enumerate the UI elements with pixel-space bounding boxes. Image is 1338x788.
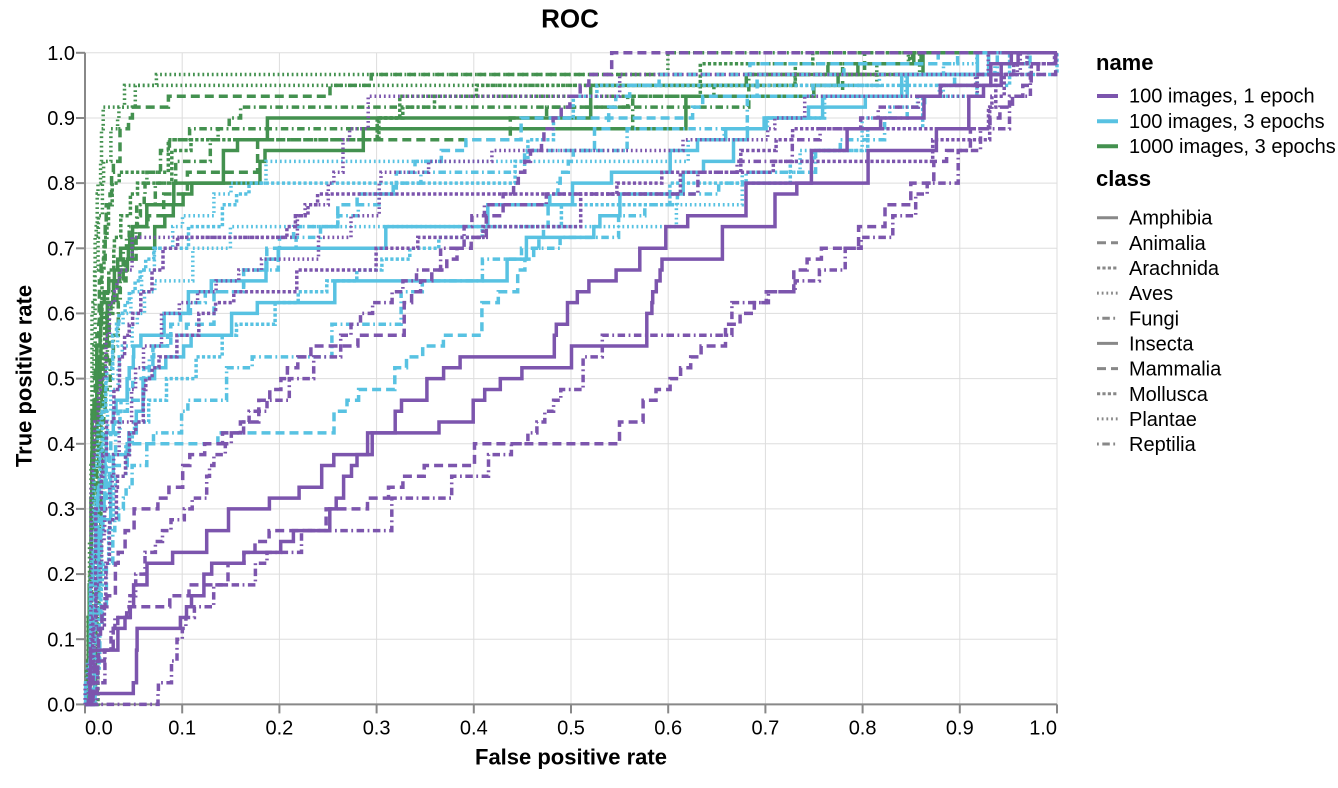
svg-text:0.4: 0.4	[460, 718, 488, 740]
svg-text:0.5: 0.5	[557, 718, 585, 740]
svg-text:Plantae: Plantae	[1129, 409, 1197, 431]
svg-text:0.6: 0.6	[654, 718, 682, 740]
svg-text:0.2: 0.2	[265, 718, 293, 740]
svg-text:True positive rate: True positive rate	[12, 285, 37, 467]
svg-text:Reptilia: Reptilia	[1129, 434, 1197, 456]
svg-text:0.5: 0.5	[47, 369, 75, 391]
svg-text:1000 images, 3 epochs: 1000 images, 3 epochs	[1129, 136, 1336, 158]
svg-text:0.3: 0.3	[47, 499, 75, 521]
svg-text:0.9: 0.9	[47, 108, 75, 130]
svg-text:100 images, 1 epoch: 100 images, 1 epoch	[1129, 86, 1315, 108]
svg-text:Amphibia: Amphibia	[1129, 208, 1213, 230]
svg-text:Mammalia: Mammalia	[1129, 359, 1222, 381]
svg-text:0.0: 0.0	[47, 695, 75, 717]
svg-text:100 images, 3 epochs: 100 images, 3 epochs	[1129, 111, 1325, 133]
svg-text:Animalia: Animalia	[1129, 233, 1207, 255]
svg-text:Insecta: Insecta	[1129, 333, 1194, 355]
svg-text:0.7: 0.7	[751, 718, 779, 740]
svg-text:name: name	[1096, 50, 1153, 75]
svg-text:ROC: ROC	[541, 4, 599, 34]
svg-text:0.2: 0.2	[47, 564, 75, 586]
svg-text:0.8: 0.8	[849, 718, 877, 740]
svg-text:0.6: 0.6	[47, 304, 75, 326]
svg-text:1.0: 1.0	[1029, 718, 1057, 740]
svg-text:0.3: 0.3	[363, 718, 391, 740]
svg-text:0.1: 0.1	[47, 629, 75, 651]
svg-text:0.0: 0.0	[85, 718, 113, 740]
svg-text:Aves: Aves	[1129, 283, 1173, 305]
svg-text:1.0: 1.0	[47, 43, 75, 65]
svg-text:Arachnida: Arachnida	[1129, 258, 1220, 280]
svg-text:0.4: 0.4	[47, 434, 75, 456]
svg-text:Mollusca: Mollusca	[1129, 384, 1209, 406]
svg-text:class: class	[1096, 166, 1151, 191]
svg-text:Fungi: Fungi	[1129, 308, 1179, 330]
svg-text:0.1: 0.1	[168, 718, 196, 740]
svg-text:0.8: 0.8	[47, 173, 75, 195]
svg-text:0.9: 0.9	[946, 718, 974, 740]
svg-text:False positive rate: False positive rate	[475, 745, 667, 770]
svg-text:0.7: 0.7	[47, 238, 75, 260]
